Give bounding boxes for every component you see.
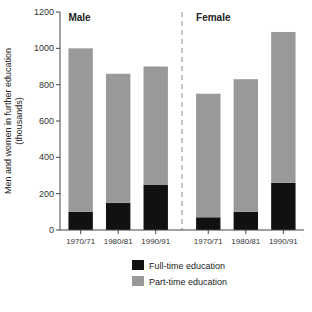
group-label: Male — [68, 12, 91, 23]
legend-swatch — [132, 276, 144, 286]
x-tick — [118, 230, 119, 234]
x-tick-label: 1980/81 — [231, 237, 260, 246]
chart: Male Female 0 200 400 600 800 1000 1200 1970/71 19… — [0, 0, 312, 312]
y-tick-label: 800 — [39, 80, 54, 90]
y-tick-label: 1000 — [34, 43, 54, 53]
legend-label: Full-time education — [149, 261, 225, 271]
y-tick — [56, 84, 60, 85]
x-tick — [283, 230, 284, 234]
legend: Full-time education Part-time education — [132, 260, 227, 287]
y-tick-label: 600 — [39, 116, 54, 126]
bar-segment — [106, 74, 130, 203]
y-tick — [56, 12, 60, 13]
bar-segment — [234, 79, 258, 212]
y-axis-label: Men and women in further education — [3, 48, 13, 194]
x-tick — [80, 230, 81, 234]
bar-segment — [196, 217, 220, 230]
bar-segment — [196, 94, 220, 218]
x-axis — [60, 230, 304, 231]
bar-segment — [234, 212, 258, 230]
bar-segment — [144, 185, 168, 230]
bar-segment — [271, 183, 295, 230]
group-divider — [182, 12, 183, 230]
y-tick-label: 400 — [39, 152, 54, 162]
bar-segment — [68, 212, 92, 230]
y-tick — [56, 157, 60, 158]
y-tick — [56, 48, 60, 49]
legend-swatch — [132, 260, 144, 270]
x-tick-label: 1970/71 — [66, 237, 95, 246]
x-tick-label: 1970/71 — [194, 237, 223, 246]
x-tick-label: 1980/81 — [104, 237, 133, 246]
y-tick-label: 1200 — [34, 7, 54, 17]
x-tick — [155, 230, 156, 234]
y-tick — [56, 230, 60, 231]
bar-segment — [144, 67, 168, 185]
group-label: Female — [196, 12, 231, 23]
x-tick — [208, 230, 209, 234]
y-tick-label: 0 — [49, 225, 54, 235]
x-tick — [245, 230, 246, 234]
y-tick — [56, 121, 60, 122]
legend-label: Part-time education — [149, 277, 227, 287]
x-tick-label: 1990/91 — [269, 237, 298, 246]
y-tick — [56, 193, 60, 194]
bar-segment — [271, 32, 295, 183]
y-axis-label: (thousands) — [14, 97, 24, 145]
bar-segment — [106, 203, 130, 230]
x-tick-label: 1990/91 — [141, 237, 170, 246]
y-tick-label: 200 — [39, 189, 54, 199]
bar-segment — [68, 48, 92, 212]
